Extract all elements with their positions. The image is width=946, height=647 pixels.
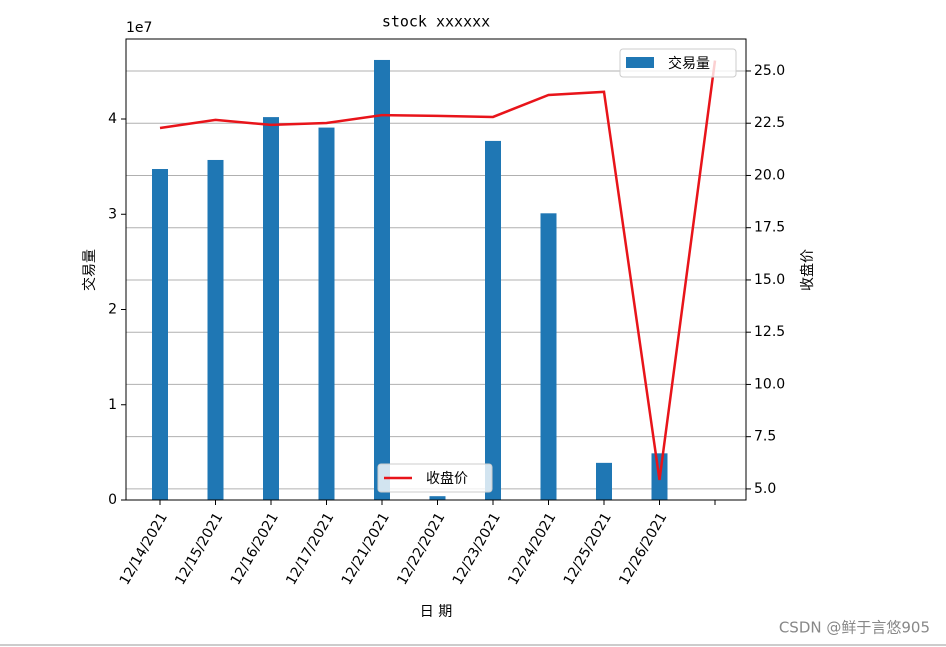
y2-tick-label: 17.5 (754, 220, 785, 236)
x-tick-label: 12/23/2021 (450, 510, 504, 588)
x-tick-label: 12/14/2021 (117, 510, 171, 588)
y-tick-label: 2 (108, 302, 117, 318)
x-tick-label: 12/24/2021 (505, 510, 559, 588)
bar (374, 59, 390, 501)
y2-axis-label: 收盘价 (799, 249, 816, 291)
legend-box (619, 48, 737, 78)
bar (263, 117, 279, 500)
bar (485, 140, 501, 500)
x-axis-label: 日 期 (420, 604, 452, 620)
y2-tick-label: 22.5 (754, 115, 785, 131)
plot-frame (125, 38, 747, 501)
y2-tick-label: 7.5 (754, 429, 776, 445)
legend-label: 交易量 (668, 55, 710, 72)
y2-tick-label: 25.0 (754, 63, 785, 79)
x-tick-label: 12/26/2021 (616, 510, 670, 588)
x-tick-label: 12/22/2021 (394, 510, 448, 588)
y-tick-label: 4 (108, 111, 117, 127)
x-tick-label: 12/21/2021 (339, 510, 393, 588)
x-tick-label: 12/25/2021 (561, 510, 615, 588)
x-tick-label: 12/16/2021 (228, 510, 282, 588)
y-tick-label: 1 (108, 397, 117, 413)
bar (318, 127, 335, 501)
y-tick-label: 0 (108, 492, 117, 508)
bar (429, 496, 446, 500)
chart-title: stock xxxxxx (382, 13, 490, 31)
watermark: CSDN @鲜于言悠905 (779, 619, 930, 637)
line (159, 60, 717, 481)
y2-tick-label: 10.0 (754, 376, 785, 392)
bar (152, 169, 168, 500)
legend-box (377, 463, 493, 493)
y-offset-label: 1e7 (126, 20, 152, 36)
legend-label: 收盘价 (426, 470, 468, 487)
y2-tick-label: 12.5 (754, 324, 785, 340)
y-tick-label: 3 (108, 206, 117, 222)
y2-tick-label: 5.0 (754, 481, 776, 497)
bar (596, 462, 612, 500)
x-tick-label: 12/17/2021 (283, 510, 337, 588)
bar (207, 159, 224, 500)
legend-swatch (626, 57, 654, 68)
bar (540, 213, 557, 501)
y-axis-label: 交易量 (81, 249, 98, 291)
y2-tick-label: 20.0 (754, 167, 785, 183)
y2-tick-label: 15.0 (754, 272, 785, 288)
x-tick-label: 12/15/2021 (172, 510, 226, 588)
